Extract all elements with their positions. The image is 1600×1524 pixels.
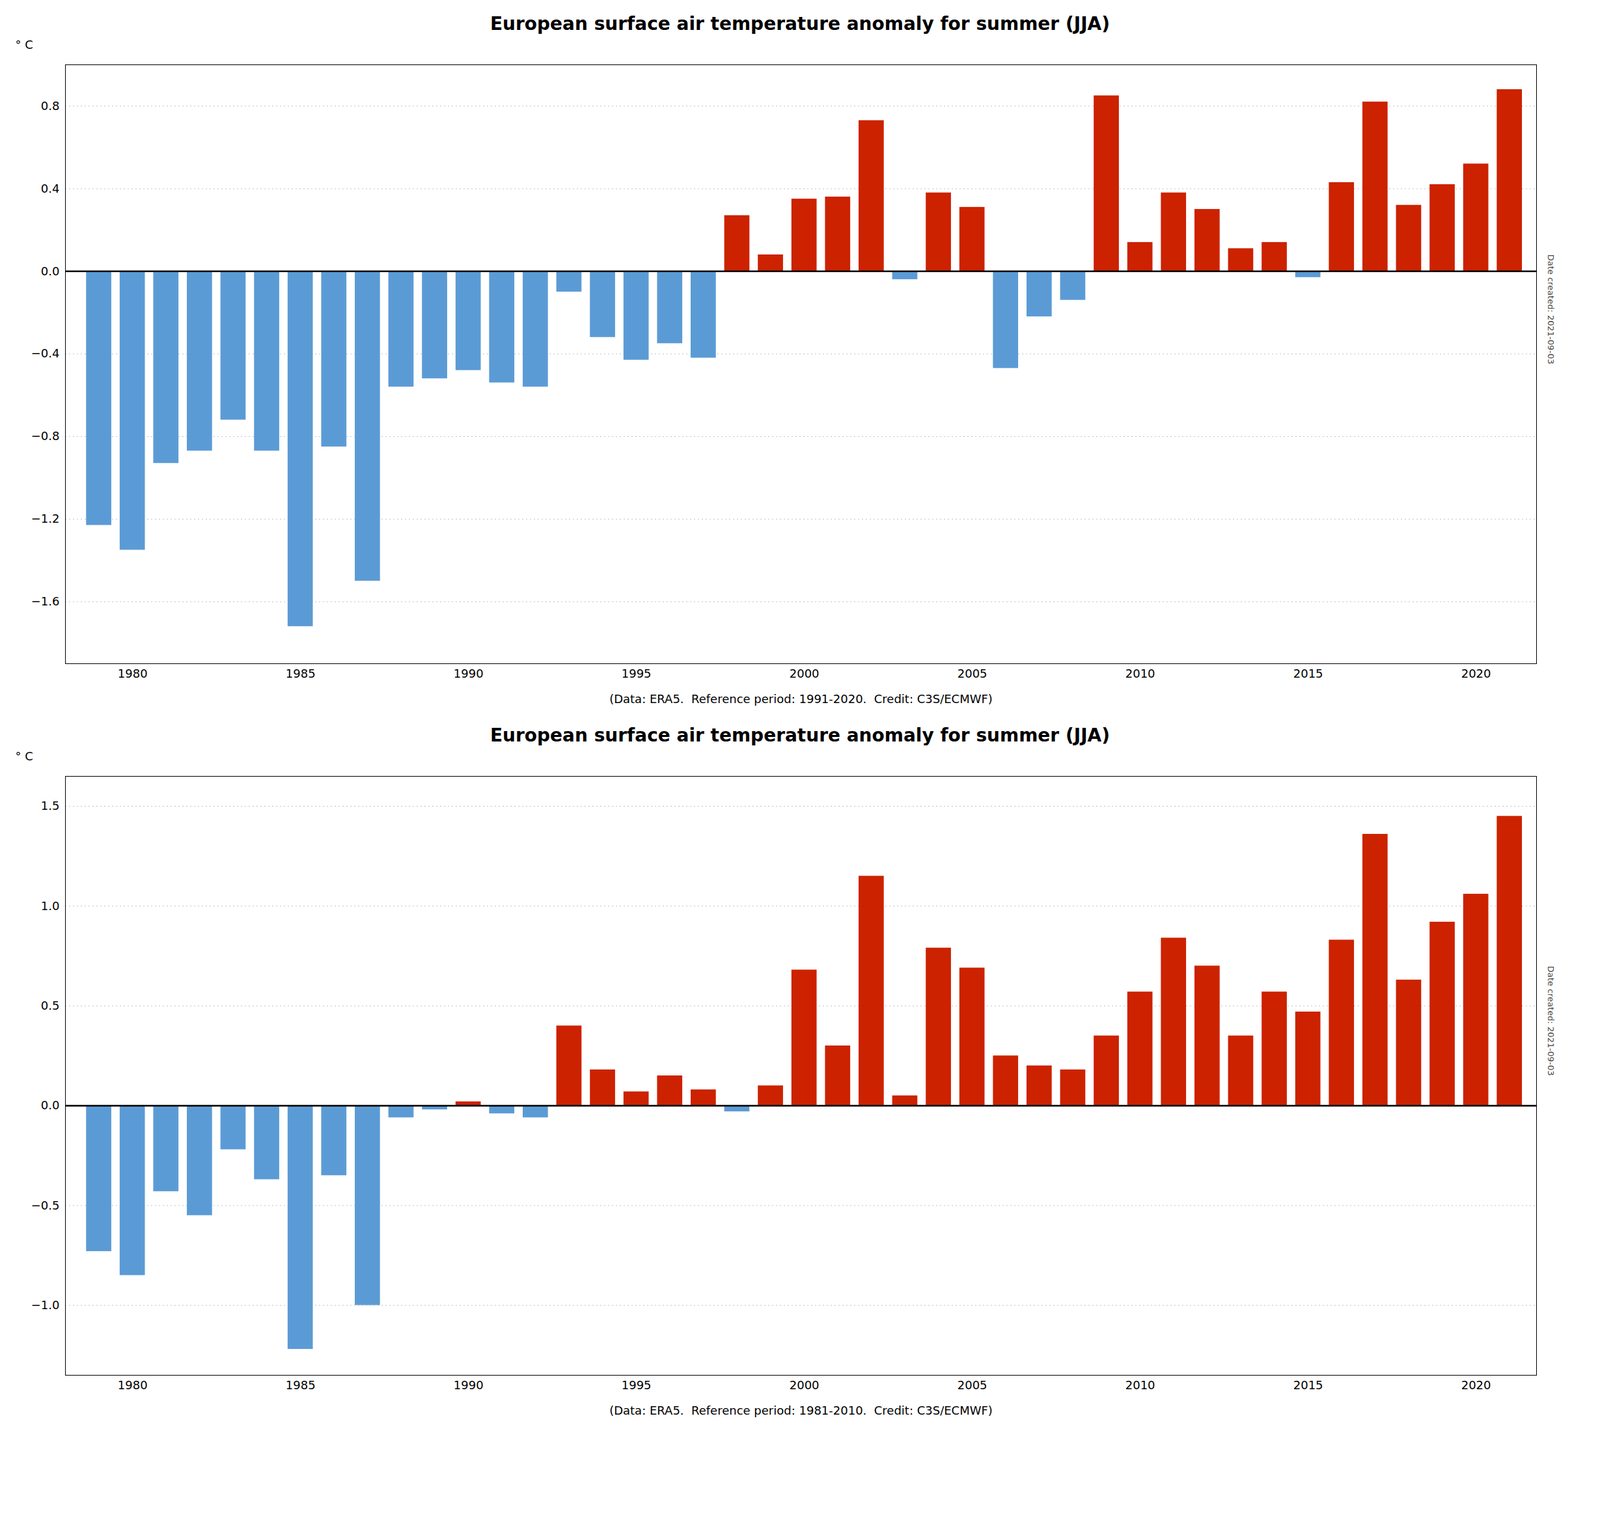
svg-text:2000: 2000	[789, 666, 820, 681]
svg-text:−1.2: −1.2	[31, 511, 60, 526]
svg-text:Date created: 2021-09-03: Date created: 2021-09-03	[1545, 254, 1556, 365]
svg-text:1995: 1995	[621, 1378, 652, 1392]
svg-text:(Data: ERA5. Reference period: (Data: ERA5. Reference period: 1981-2010…	[609, 1403, 993, 1418]
svg-text:2020: 2020	[1461, 666, 1492, 681]
svg-text:° C: ° C	[15, 38, 34, 52]
svg-text:−0.4: −0.4	[31, 346, 60, 360]
svg-text:2010: 2010	[1125, 666, 1156, 681]
svg-text:−1.6: −1.6	[31, 594, 60, 608]
svg-text:1985: 1985	[285, 666, 316, 681]
svg-text:1.0: 1.0	[41, 898, 60, 913]
svg-text:2015: 2015	[1293, 666, 1324, 681]
svg-text:1990: 1990	[453, 666, 484, 681]
svg-text:2005: 2005	[957, 666, 988, 681]
svg-text:1980: 1980	[117, 666, 148, 681]
svg-text:1.5: 1.5	[41, 798, 60, 813]
svg-text:(Data: ERA5. Reference period: (Data: ERA5. Reference period: 1991-2020…	[609, 691, 993, 706]
svg-text:0.0: 0.0	[41, 264, 60, 278]
html-text:European surface air temperatu: European surface air temperature anomaly…	[490, 724, 1110, 746]
svg-text:1980: 1980	[117, 1378, 148, 1392]
svg-text:2010: 2010	[1125, 1378, 1156, 1392]
svg-text:0.8: 0.8	[41, 98, 60, 113]
svg-text:−0.5: −0.5	[31, 1198, 60, 1213]
svg-text:0.0: 0.0	[41, 1098, 60, 1112]
svg-text:1995: 1995	[621, 666, 652, 681]
svg-text:2015: 2015	[1293, 1378, 1324, 1392]
svg-text:−0.8: −0.8	[31, 428, 60, 443]
html-text:European surface air temperatu: European surface air temperature anomaly…	[490, 13, 1110, 35]
svg-text:0.5: 0.5	[41, 998, 60, 1013]
svg-text:0.4: 0.4	[41, 181, 60, 196]
svg-text:° C: ° C	[15, 749, 34, 763]
svg-text:2000: 2000	[789, 1378, 820, 1392]
svg-text:2005: 2005	[957, 1378, 988, 1392]
svg-text:1990: 1990	[453, 1378, 484, 1392]
svg-text:−1.0: −1.0	[31, 1297, 60, 1312]
svg-text:2020: 2020	[1461, 1378, 1492, 1392]
svg-text:Date created: 2021-09-03: Date created: 2021-09-03	[1545, 965, 1556, 1076]
svg-text:1985: 1985	[285, 1378, 316, 1392]
